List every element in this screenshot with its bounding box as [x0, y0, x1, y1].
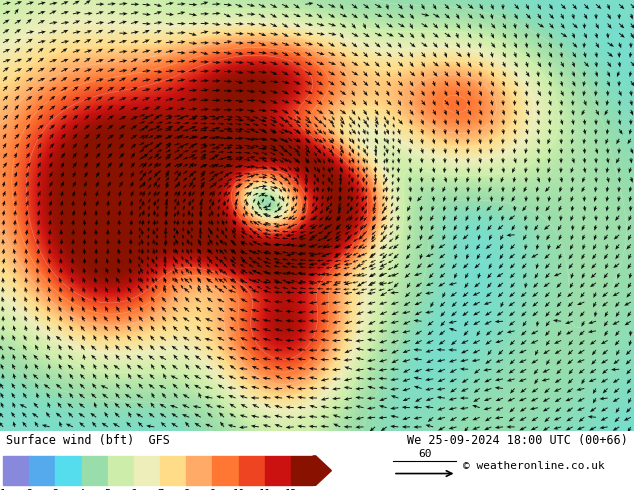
Bar: [238, 456, 265, 485]
Bar: [212, 456, 239, 485]
Text: 8: 8: [183, 489, 190, 490]
Text: 9: 9: [209, 489, 216, 490]
Bar: [56, 456, 82, 485]
Bar: [160, 456, 187, 485]
Text: 5: 5: [105, 489, 111, 490]
Text: 3: 3: [53, 489, 58, 490]
Bar: [3, 456, 30, 485]
Bar: [134, 456, 160, 485]
Text: 60: 60: [418, 449, 432, 459]
Bar: [29, 456, 56, 485]
Text: 12: 12: [285, 489, 297, 490]
Bar: [82, 456, 108, 485]
Text: 4: 4: [79, 489, 85, 490]
Text: 11: 11: [259, 489, 271, 490]
Text: 7: 7: [157, 489, 163, 490]
Text: 10: 10: [232, 489, 245, 490]
Text: 6: 6: [131, 489, 137, 490]
Text: 1: 1: [0, 489, 6, 490]
Bar: [291, 456, 313, 485]
Text: © weatheronline.co.uk: © weatheronline.co.uk: [463, 461, 605, 470]
Text: We 25-09-2024 18:00 UTC (00+66): We 25-09-2024 18:00 UTC (00+66): [407, 434, 628, 447]
Bar: [108, 456, 134, 485]
Text: 2: 2: [26, 489, 32, 490]
Text: Surface wind (bft)  GFS: Surface wind (bft) GFS: [6, 434, 170, 447]
Bar: [265, 456, 292, 485]
FancyArrow shape: [313, 456, 332, 485]
Bar: [186, 456, 213, 485]
